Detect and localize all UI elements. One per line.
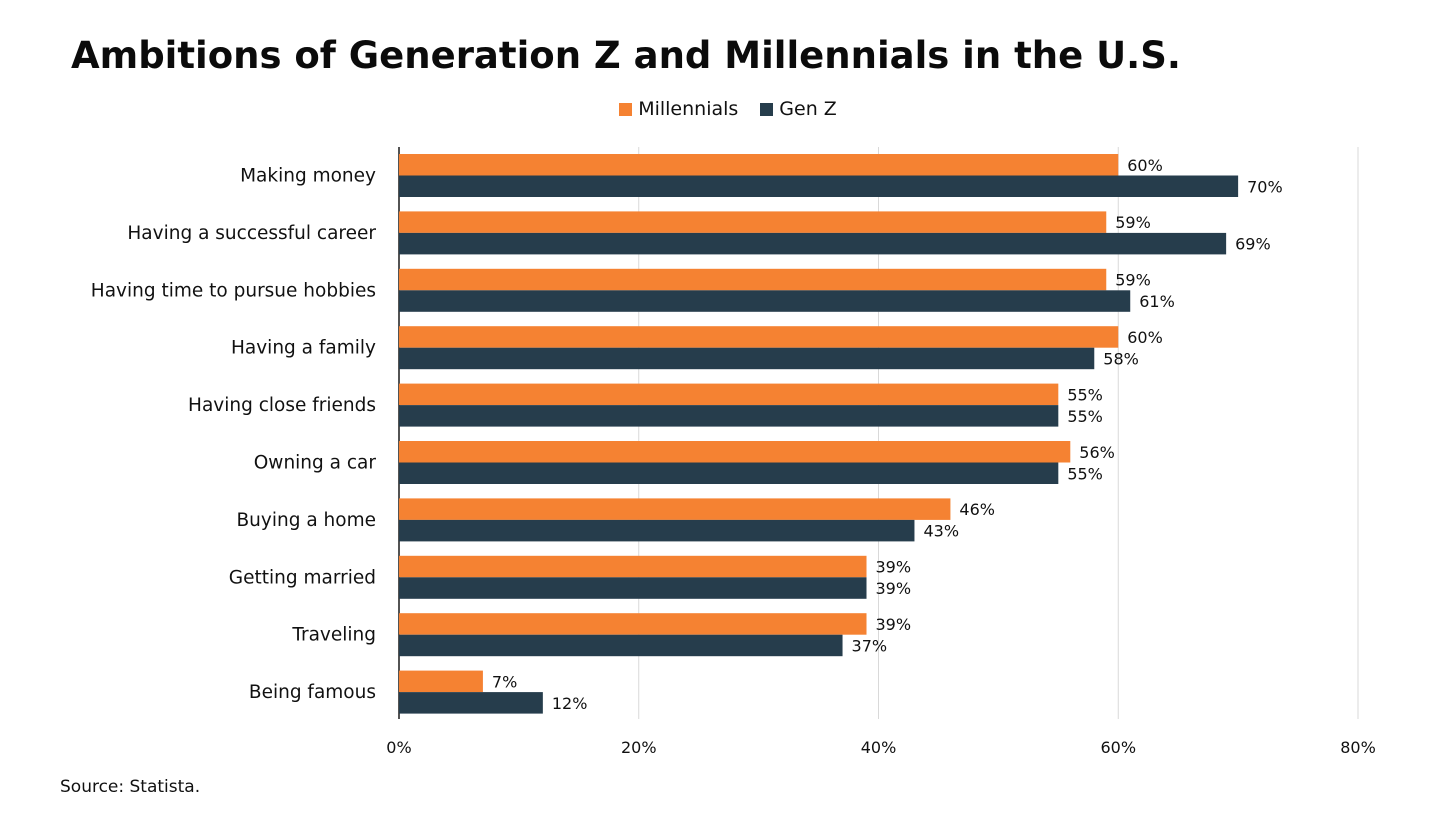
bar [399, 441, 1071, 463]
source-note: Source: Statista. [60, 777, 201, 797]
x-tick-label: 60% [1100, 738, 1136, 757]
x-tick-label: 0% [386, 738, 411, 757]
y-category-label: Being famous [249, 682, 376, 703]
bar [399, 326, 1119, 348]
y-category-label: Making money [240, 166, 376, 187]
data-label: 58% [1103, 349, 1139, 368]
x-tick-label: 80% [1340, 738, 1376, 757]
y-category-label: Having close friends [188, 395, 376, 416]
data-label: 55% [1067, 407, 1103, 426]
bar [399, 154, 1119, 176]
data-label: 60% [1127, 156, 1163, 175]
y-category-label: Buying a home [236, 510, 376, 531]
bar [399, 175, 1239, 197]
data-label: 39% [876, 615, 912, 634]
bar [399, 634, 843, 657]
bar [399, 405, 1059, 427]
legend-label-millennials: Millennials [638, 98, 739, 120]
data-label: 43% [923, 522, 959, 541]
data-label: 7% [492, 672, 517, 691]
data-label: 39% [876, 579, 912, 598]
y-category-label: Having time to pursue hobbies [91, 280, 376, 301]
bar [399, 613, 867, 635]
data-label: 46% [959, 500, 995, 519]
x-tick-label: 20% [621, 738, 657, 757]
bar [399, 462, 1059, 484]
legend: Millennials Gen Z [0, 98, 1456, 120]
legend-swatch-gen-z [760, 102, 774, 116]
bar [399, 670, 483, 693]
legend-item-millennials: Millennials [619, 98, 738, 120]
bar [399, 211, 1107, 233]
x-tick-label: 40% [861, 738, 897, 757]
data-label: 69% [1235, 235, 1271, 254]
bar [399, 498, 951, 520]
chart-title: Ambitions of Generation Z and Millennial… [71, 34, 1181, 77]
data-label: 59% [1115, 271, 1151, 290]
data-label: 60% [1127, 328, 1163, 347]
legend-item-gen-z: Gen Z [760, 98, 837, 120]
data-label: 12% [552, 694, 588, 713]
bar [399, 555, 867, 578]
bar [399, 232, 1227, 255]
data-label: 37% [852, 636, 888, 655]
legend-swatch-millennials [619, 102, 633, 116]
bar [399, 383, 1059, 406]
bar [399, 290, 1131, 312]
data-label: 55% [1067, 464, 1103, 483]
y-category-label: Owning a car [254, 453, 377, 474]
data-label: 70% [1247, 177, 1283, 196]
bar [399, 347, 1095, 370]
bar [399, 268, 1107, 291]
y-category-label: Traveling [291, 625, 376, 646]
data-label: 39% [876, 558, 912, 577]
bar [399, 519, 915, 542]
bar [399, 577, 867, 599]
data-label: 56% [1079, 443, 1115, 462]
y-category-label: Getting married [229, 567, 376, 588]
legend-label-gen-z: Gen Z [779, 98, 837, 120]
y-category-label: Having a successful career [127, 223, 376, 244]
data-label: 59% [1115, 213, 1151, 232]
data-label: 61% [1139, 292, 1175, 311]
bar [399, 692, 543, 714]
data-label: 55% [1067, 385, 1103, 404]
y-category-label: Having a family [231, 338, 376, 359]
